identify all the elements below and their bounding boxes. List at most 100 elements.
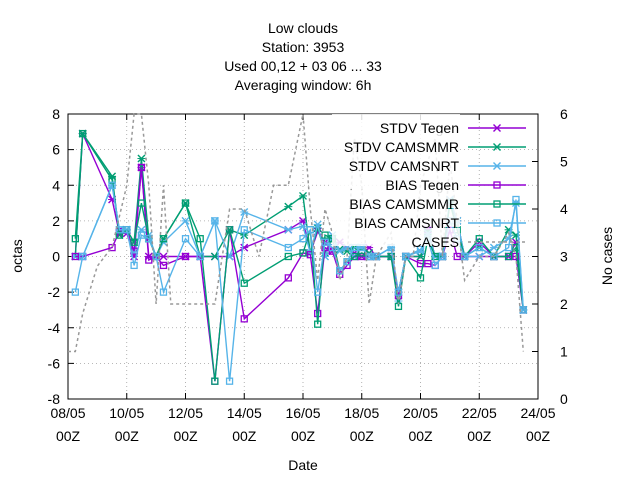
data-point <box>402 252 410 261</box>
data-point <box>336 267 344 275</box>
data-point <box>130 238 138 246</box>
data-point <box>211 377 219 385</box>
x-tick-label-date: 16/05 <box>285 405 320 421</box>
data-point <box>108 181 116 189</box>
x-tick-label-hour: 00Z <box>291 428 316 444</box>
y2-tick-label: 4 <box>560 201 568 217</box>
legend: STDV Tegen STDV CAMSMMR STDV CAMSNRT BIAS T… <box>332 114 526 250</box>
x-tick-label-date: 14/05 <box>227 405 262 421</box>
legend-marker <box>493 162 501 170</box>
data-point <box>137 154 146 163</box>
data-point <box>145 256 153 264</box>
data-point <box>240 226 248 234</box>
legend-bg <box>332 152 460 170</box>
legend-label: BIAS Tegen <box>385 177 459 193</box>
y-axis-label: octas <box>9 239 25 272</box>
title-line: Averaging window: 6h <box>235 77 372 93</box>
y2-tick-label: 5 <box>560 154 568 170</box>
data-point <box>350 252 359 261</box>
data-point <box>431 261 439 270</box>
x-tick-label-hour: 00Z <box>173 428 198 444</box>
data-point <box>313 220 322 229</box>
data-point <box>225 226 234 234</box>
data-point <box>181 216 190 225</box>
data-point <box>196 252 204 261</box>
data-point <box>137 163 146 172</box>
x-tick-label-hour: 00Z <box>56 428 81 444</box>
y2-tick-label: 6 <box>560 106 568 122</box>
legend-label: CASES <box>412 234 459 250</box>
data-point <box>71 235 79 243</box>
data-point <box>284 243 292 252</box>
y-tick-label: 6 <box>52 142 60 158</box>
x-tick-label-hour: 00Z <box>115 428 140 444</box>
x-axis-label: Date <box>288 457 318 473</box>
data-point <box>504 252 513 261</box>
legend-label: STDV CAMSNRT <box>349 158 460 174</box>
data-point <box>365 252 373 261</box>
data-point <box>394 288 403 296</box>
data-point <box>284 202 293 211</box>
legend-marker <box>493 219 501 227</box>
y-tick-label: -2 <box>48 284 61 300</box>
data-point <box>71 252 79 261</box>
data-point <box>475 243 483 252</box>
legend-marker <box>493 143 501 151</box>
legend-marker <box>493 200 501 208</box>
x-tick-label-hour: 00Z <box>350 428 375 444</box>
data-point <box>240 279 248 287</box>
legend-bg <box>332 209 460 227</box>
title-line: Used 00,12 + 03 06 ... 33 <box>224 58 382 74</box>
data-point <box>299 222 307 231</box>
x-tick-label-date: 20/05 <box>403 405 438 421</box>
x-tick-label-date: 12/05 <box>168 405 203 421</box>
legend-label: BIAS CAMSMMR <box>349 196 459 212</box>
data-point <box>284 225 293 234</box>
data-point <box>358 249 366 257</box>
x-tick-label-date: 24/05 <box>520 405 555 421</box>
x-tick-label-hour: 00Z <box>232 428 257 444</box>
data-point <box>115 231 124 239</box>
data-point <box>145 235 153 243</box>
legend-bg <box>332 228 460 246</box>
data-point <box>130 261 138 270</box>
y-tick-label: -4 <box>48 320 61 336</box>
axes: -8 -6 -4 -2 0 2 4 6 8 0 1 2 3 4 5 6 08/05 00Z 10/05 00Z 12/0… <box>48 106 568 444</box>
data-point <box>108 176 116 184</box>
title-line: Station: 3953 <box>262 39 345 55</box>
y2-tick-label: 3 <box>560 249 568 265</box>
x-tick-label-date: 08/05 <box>50 405 85 421</box>
y-tick-label: -6 <box>48 355 61 371</box>
data-point <box>71 288 79 296</box>
y-tick-label: 4 <box>52 177 60 193</box>
x-tick-label-date: 10/05 <box>109 405 144 421</box>
data-point <box>512 252 520 261</box>
y2-axis-label: No cases <box>599 227 615 285</box>
data-point <box>490 252 498 261</box>
data-point <box>299 235 307 243</box>
data-point <box>159 252 168 261</box>
data-point <box>314 320 322 328</box>
data-point <box>181 235 190 243</box>
data-point <box>284 252 292 261</box>
data-point <box>416 245 425 254</box>
data-point <box>504 243 513 252</box>
data-point <box>240 315 248 323</box>
y2-tick-label: 0 <box>560 391 568 407</box>
data-point <box>240 207 249 216</box>
data-point <box>453 252 461 261</box>
legend-label: STDV Tegen <box>380 120 459 136</box>
data-point <box>79 252 87 261</box>
data-point <box>306 226 314 234</box>
x-tick-label-hour: 00Z <box>467 428 492 444</box>
legend-bg <box>332 171 460 189</box>
data-point <box>181 199 190 207</box>
data-point <box>335 247 344 256</box>
data-point <box>137 231 146 239</box>
data-point <box>284 274 292 282</box>
data-point <box>115 226 124 234</box>
x-tick-label-date: 22/05 <box>462 405 497 421</box>
data-point <box>416 274 425 282</box>
